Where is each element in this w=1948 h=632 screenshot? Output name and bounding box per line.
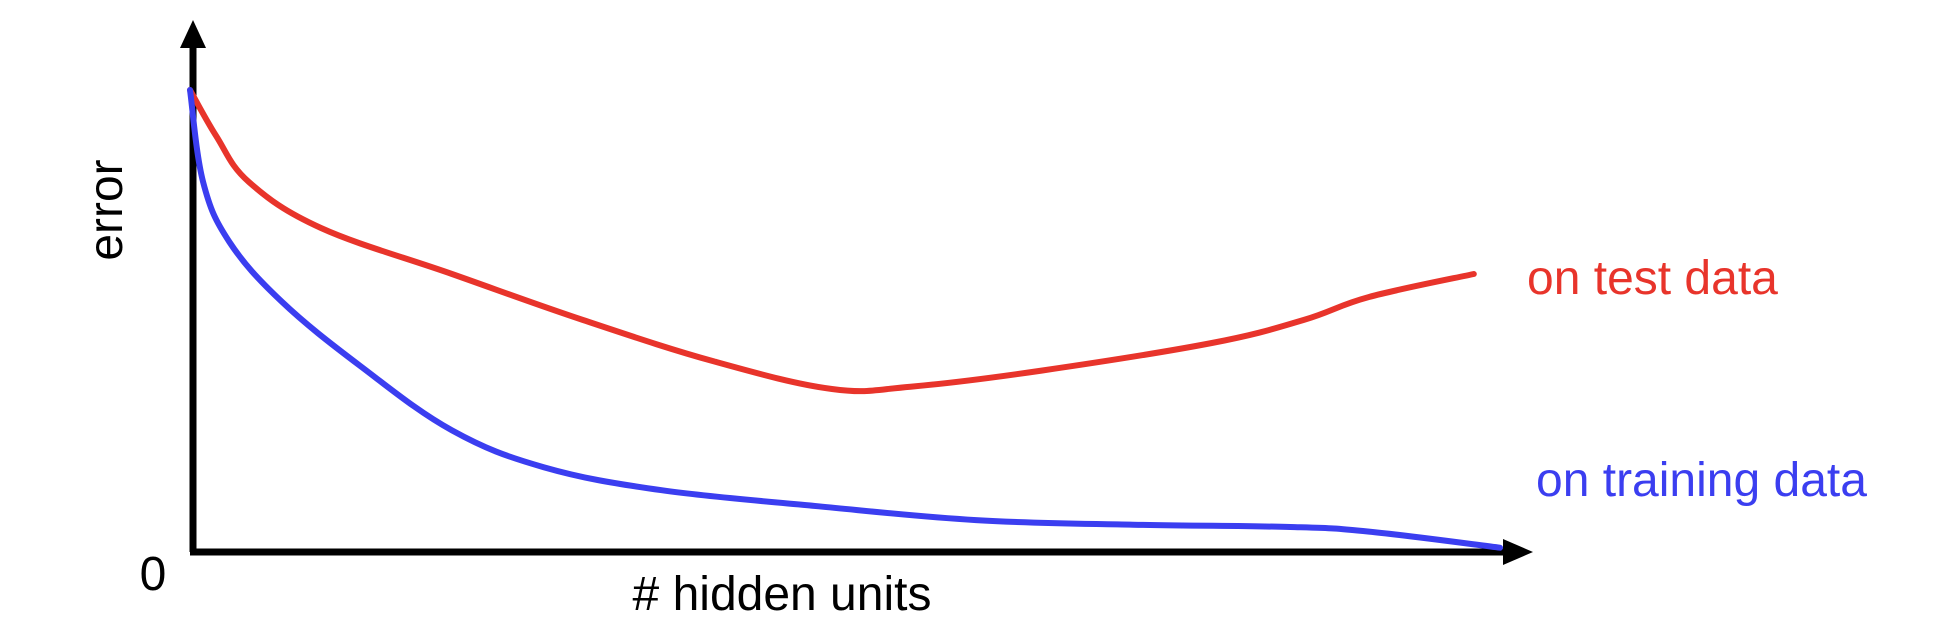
y-axis-arrow bbox=[180, 20, 206, 48]
x-axis-label: # hidden units bbox=[633, 568, 932, 621]
series-line-test-data bbox=[187, 87, 1477, 395]
series-label-training-data: on training data bbox=[1536, 454, 1867, 507]
y-origin-tick-label: 0 bbox=[140, 548, 167, 601]
series-label-test-data: on test data bbox=[1527, 252, 1778, 305]
x-axis-arrow bbox=[1503, 539, 1533, 565]
y-axis-label: error bbox=[80, 159, 133, 260]
series-line-training-data bbox=[187, 87, 1503, 551]
